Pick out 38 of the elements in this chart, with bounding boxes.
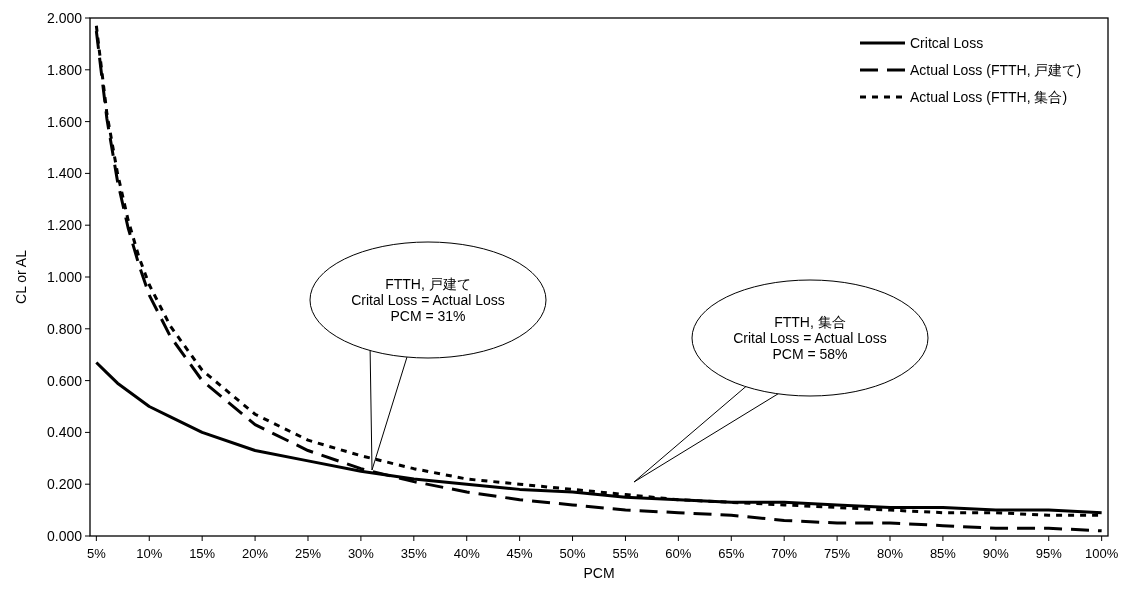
x-tick-label: 40% [453,546,481,561]
x-tick-label: 95% [1035,546,1063,561]
x-tick-label: 70% [771,546,798,561]
y-tick-label: 1.600 [46,113,83,130]
legend-label: Actual Loss (FTTH, 集合) [910,89,1068,105]
y-tick-label: 1.400 [46,165,83,182]
x-tick-label: 90% [982,546,1010,561]
y-tick-label: 1.800 [46,61,83,78]
y-axis-title: CL or AL [13,249,29,304]
y-tick-label: 0.400 [46,424,83,441]
x-axis-title: PCM [583,565,615,581]
y-tick-label: 1.200 [46,217,83,234]
x-tick-label: 80% [876,546,904,561]
x-tick-label: 65% [718,546,745,561]
x-tick-label: 55% [612,546,639,561]
x-tick-label: 100% [1085,546,1119,561]
annotation: FTTH, 集合 Crital Loss = Actual Loss PCM = 58% [733,314,887,362]
x-tick-label: 60% [665,546,692,561]
x-tick-label: 10% [136,546,163,561]
x-tick-label: 85% [929,546,957,561]
x-tick-label: 15% [189,546,216,561]
x-tick-label: 75% [824,546,851,561]
x-tick-label: 5% [86,546,107,561]
x-tick-label: 30% [347,546,375,561]
x-tick-label: 45% [506,546,534,561]
y-tick-label: 0.000 [46,528,83,544]
legend-label: Critcal Loss [910,35,984,51]
y-tick-label: 2.000 [46,10,83,26]
x-tick-label: 35% [400,546,428,561]
y-tick-label: 0.600 [46,372,83,389]
y-tick-label: 0.200 [46,476,83,493]
annotation: FTTH, 戸建て Crital Loss = Actual Loss PCM = 31% [351,276,505,324]
legend-label: Actual Loss (FTTH, 戸建て) [910,62,1082,78]
y-tick-label: 0.800 [46,320,83,337]
x-tick-label: 50% [559,546,586,561]
x-tick-label: 25% [294,546,322,561]
y-tick-label: 1.000 [46,269,83,285]
x-tick-label: 20% [242,546,269,561]
